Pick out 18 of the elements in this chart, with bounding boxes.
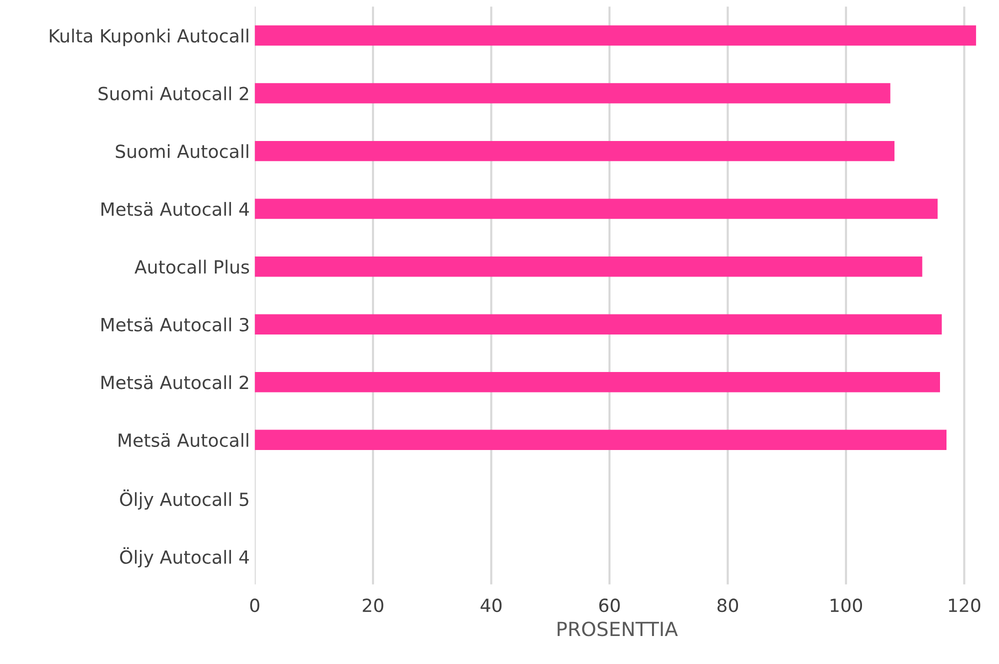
y-tick-label: Metsä Autocall	[118, 433, 248, 448]
x-tick-label: 120	[948, 598, 980, 612]
y-tick-label: Öljy Autocall 4	[120, 547, 249, 568]
y-tick-label: Metsä Autocall 4	[102, 202, 249, 216]
y-tick-label: Metsä Autocall 3	[102, 318, 248, 332]
y-tick-label: Öljy Autocall 5	[120, 489, 248, 510]
x-tick-label: 80	[717, 598, 738, 612]
x-tick-label: 60	[599, 598, 620, 612]
y-tick-label: Suomi Autocall 2	[98, 86, 248, 100]
x-tick-label: 40	[480, 598, 502, 612]
x-tick-label: 20	[362, 598, 384, 612]
y-tick-label: Metsä Autocall 2	[102, 375, 248, 390]
y-tick-label: Kulta Kuponki Autocall	[50, 28, 248, 46]
x-axis-title: PROSENTTIA	[558, 622, 678, 636]
x-tick-label: 100	[830, 598, 862, 612]
y-tick-label: Suomi Autocall	[116, 144, 248, 158]
x-tick-label: 0	[250, 598, 260, 612]
y-tick-label: Autocall Plus	[134, 260, 250, 274]
